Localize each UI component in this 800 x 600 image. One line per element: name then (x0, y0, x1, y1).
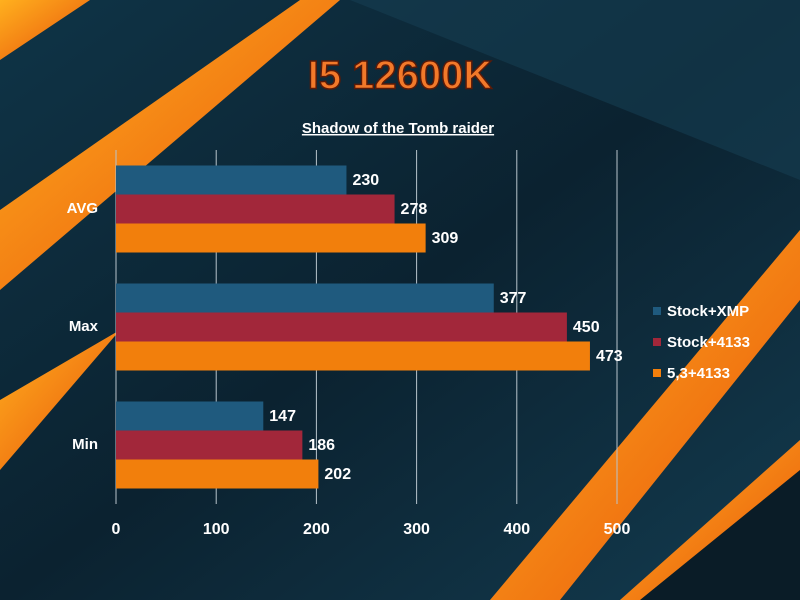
legend-label: 5,3+4133 (667, 365, 730, 382)
x-tick-label: 100 (203, 521, 230, 538)
bar (116, 165, 347, 195)
chart-title: I5 12600K (308, 54, 493, 98)
legend-label: Stock+XMP (667, 303, 749, 320)
y-tick-label: AVG (67, 200, 98, 217)
bar (116, 194, 395, 224)
bar (116, 223, 426, 253)
legend-label: Stock+4133 (667, 334, 750, 351)
bar (116, 283, 494, 313)
legend-swatch (653, 338, 661, 346)
y-tick-label: Max (69, 318, 99, 335)
legend-swatch (653, 307, 661, 315)
legend-swatch (653, 369, 661, 377)
data-label: 473 (596, 348, 623, 365)
data-label: 278 (401, 201, 428, 218)
x-tick-label: 200 (303, 521, 330, 538)
data-label: 377 (500, 290, 527, 307)
data-label: 147 (269, 408, 296, 425)
data-label: 202 (324, 466, 351, 483)
x-tick-label: 0 (112, 521, 121, 538)
data-label: 230 (352, 172, 379, 189)
bar (116, 341, 590, 371)
bar (116, 459, 319, 489)
y-tick-label: Min (72, 436, 98, 453)
data-label: 309 (432, 230, 459, 247)
x-tick-label: 300 (403, 521, 430, 538)
bar (116, 401, 264, 431)
data-label: 450 (573, 319, 600, 336)
x-tick-label: 500 (604, 521, 631, 538)
chart-subtitle: Shadow of the Tomb raider (302, 120, 494, 137)
bar (116, 312, 567, 342)
data-label: 186 (308, 437, 335, 454)
x-tick-label: 400 (503, 521, 530, 538)
bar (116, 430, 303, 460)
